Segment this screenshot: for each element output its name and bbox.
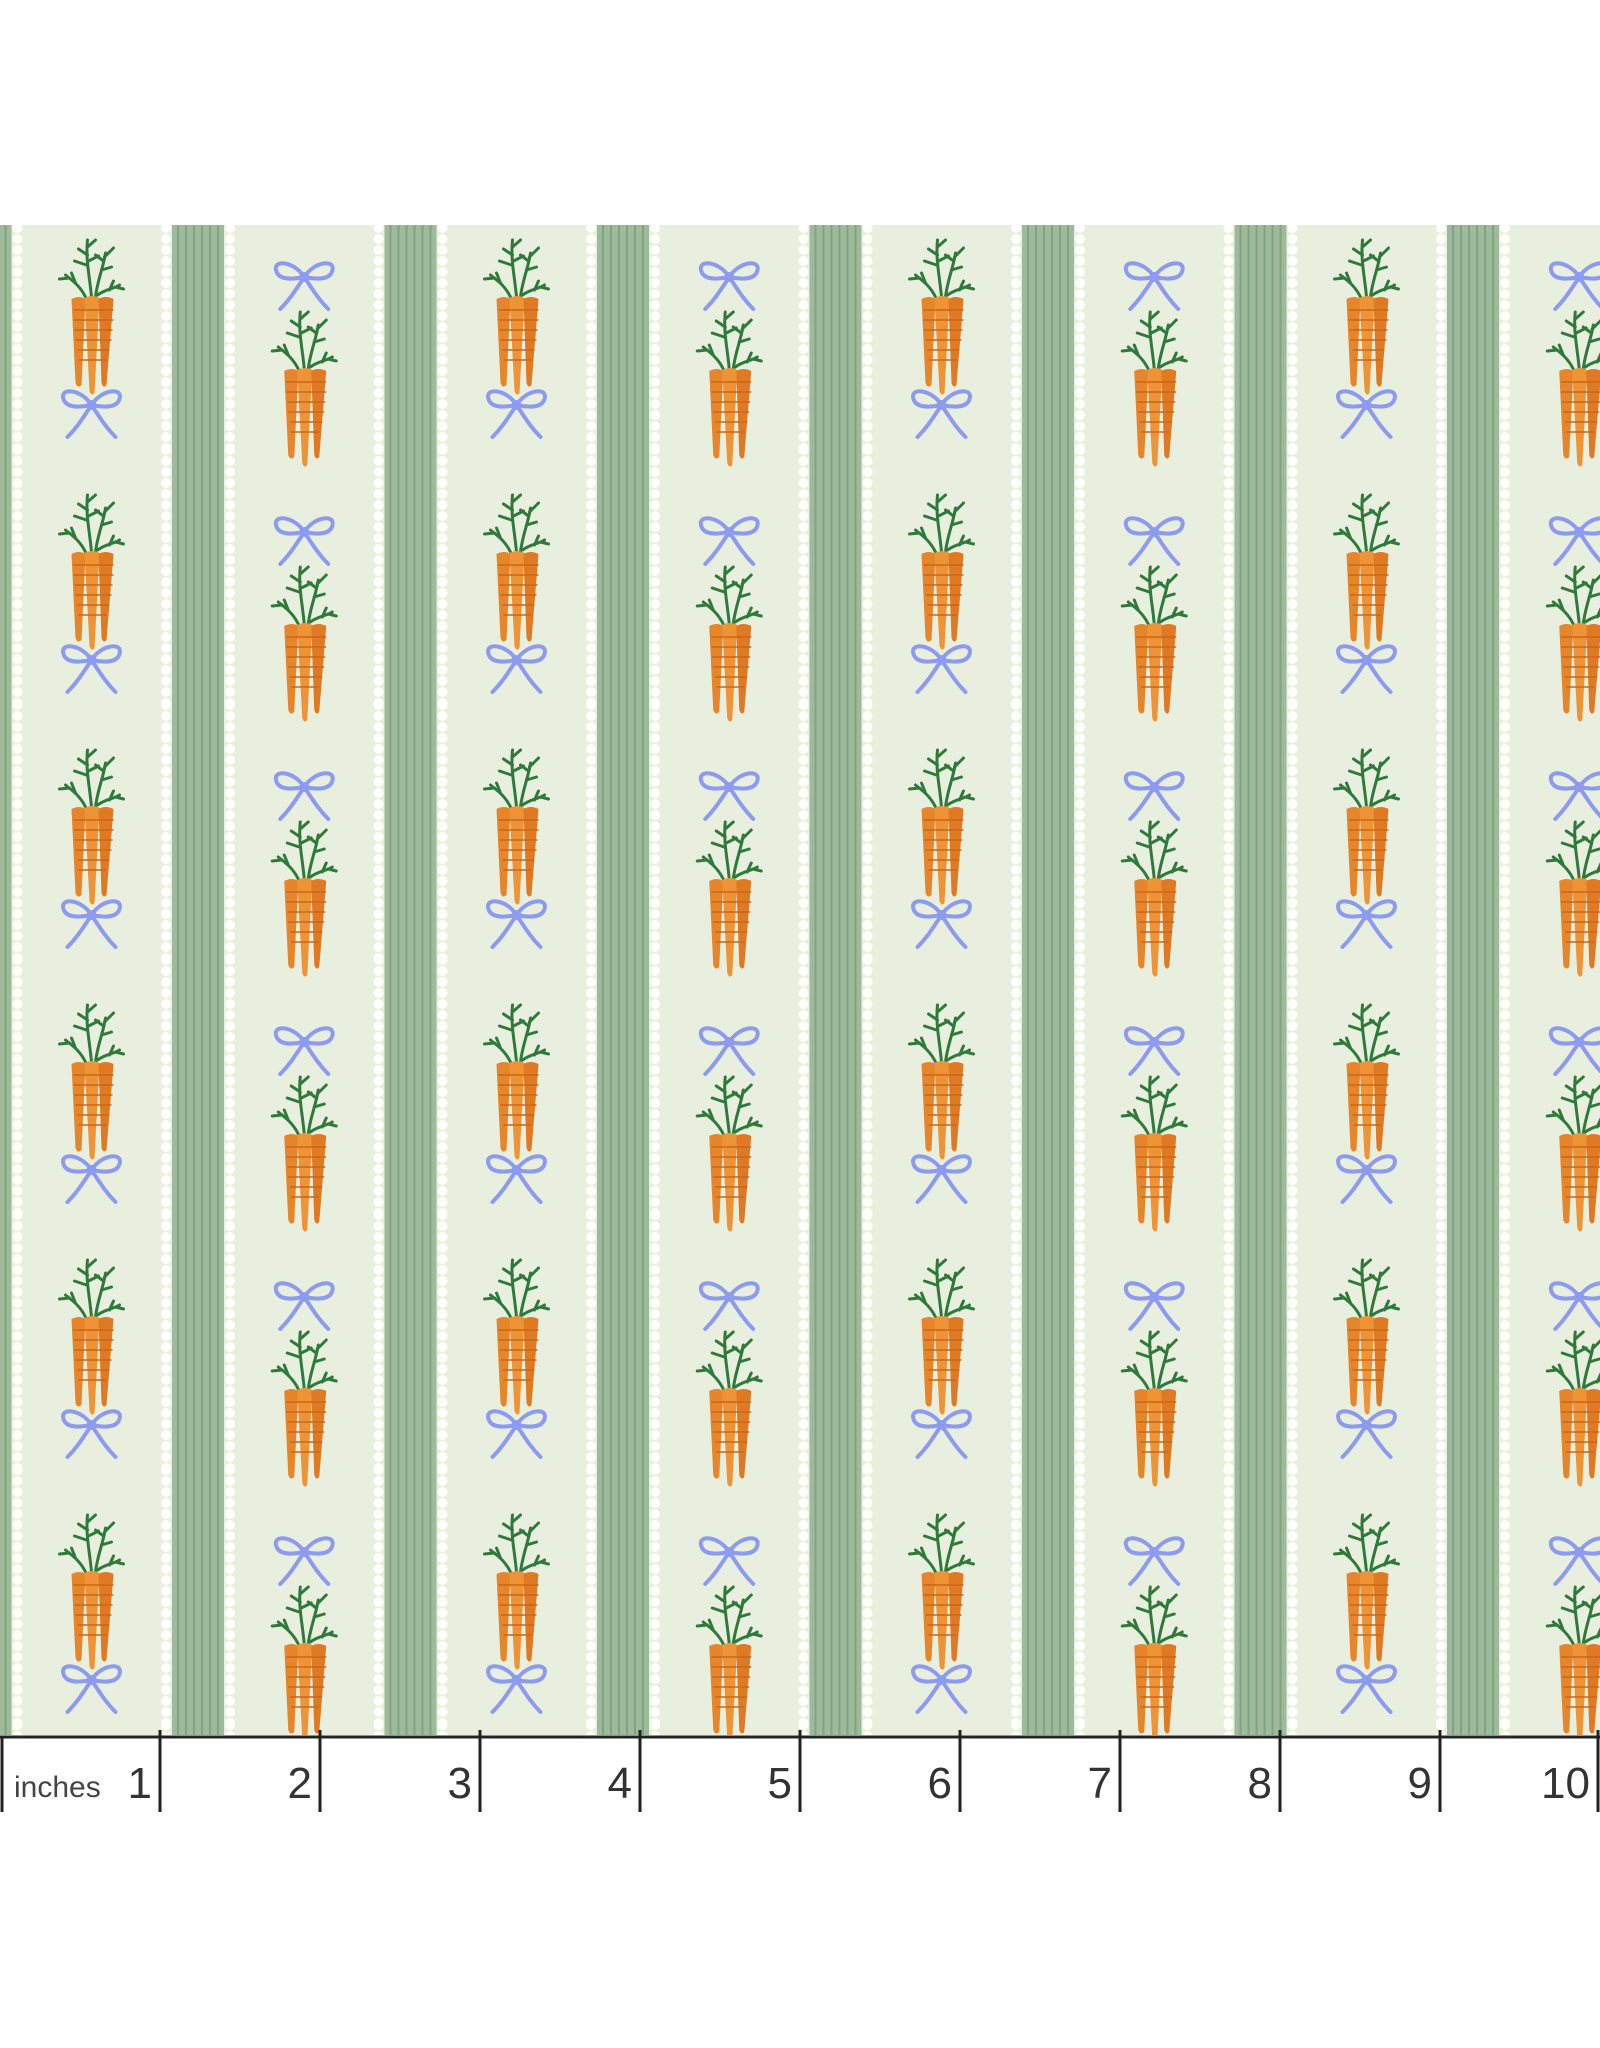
- ruler-label: 9: [1408, 1759, 1432, 1808]
- ruler: 1 2 3 4 5 6 7 8 9 10: [128, 1730, 1600, 1812]
- ruler-label: 10: [1541, 1759, 1590, 1808]
- ruler-unit: inches: [14, 1771, 101, 1804]
- ruler-label: 1: [128, 1759, 152, 1808]
- ruler-label: 4: [608, 1759, 632, 1808]
- ruler-label: 5: [768, 1759, 792, 1808]
- fabric: [0, 225, 1600, 1735]
- ruler-label: 8: [1248, 1759, 1272, 1808]
- ruler-label: 3: [448, 1759, 472, 1808]
- ruler-label: 7: [1088, 1759, 1112, 1808]
- ruler-label: 2: [288, 1759, 312, 1808]
- ruler-label: 6: [928, 1759, 952, 1808]
